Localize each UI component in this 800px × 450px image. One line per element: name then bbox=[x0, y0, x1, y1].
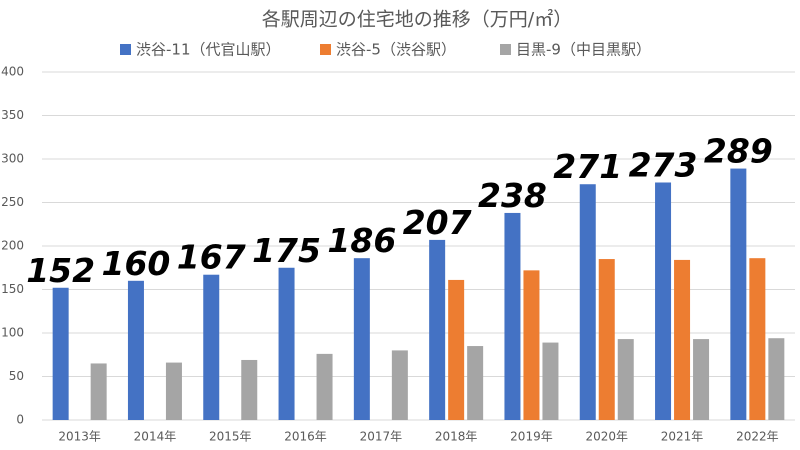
bar bbox=[391, 350, 408, 420]
bar bbox=[127, 280, 144, 420]
y-tick-label: 300 bbox=[1, 152, 24, 166]
data-label: 273 bbox=[629, 145, 698, 184]
bar bbox=[52, 287, 69, 420]
bar bbox=[429, 239, 446, 420]
data-label: 167 bbox=[177, 238, 246, 277]
x-tick-label: 2018年 bbox=[435, 430, 478, 444]
legend-swatch bbox=[120, 44, 131, 55]
x-tick-label: 2013年 bbox=[58, 430, 101, 444]
x-tick-label: 2017年 bbox=[360, 430, 403, 444]
y-tick-label: 100 bbox=[1, 326, 24, 340]
x-tick-label: 2020年 bbox=[585, 430, 628, 444]
data-label: 152 bbox=[26, 251, 95, 290]
bar bbox=[674, 259, 691, 420]
bar bbox=[768, 338, 785, 420]
bar bbox=[749, 258, 766, 420]
bar bbox=[617, 339, 634, 420]
bar bbox=[241, 359, 258, 420]
data-label: 207 bbox=[403, 203, 472, 242]
legend-label: 渋谷-5（渋谷駅） bbox=[336, 41, 456, 59]
y-tick-label: 0 bbox=[16, 413, 24, 427]
x-tick-label: 2019年 bbox=[510, 430, 553, 444]
bar bbox=[316, 353, 333, 420]
bar bbox=[165, 362, 182, 420]
data-label: 289 bbox=[704, 132, 773, 171]
legend-label: 渋谷-11（代官山駅） bbox=[136, 41, 281, 59]
legend-swatch bbox=[500, 44, 511, 55]
y-tick-label: 200 bbox=[1, 239, 24, 253]
bar bbox=[655, 182, 672, 420]
data-label: 160 bbox=[102, 244, 171, 283]
x-tick-label: 2014年 bbox=[134, 430, 177, 444]
x-tick-label: 2015年 bbox=[209, 430, 252, 444]
y-tick-label: 50 bbox=[9, 369, 24, 383]
legend-swatch bbox=[320, 44, 331, 55]
x-tick-label: 2016年 bbox=[284, 430, 327, 444]
data-label: 186 bbox=[327, 221, 396, 260]
y-tick-label: 250 bbox=[1, 195, 24, 209]
bar bbox=[598, 259, 615, 420]
bar bbox=[448, 279, 465, 420]
y-tick-label: 400 bbox=[1, 65, 24, 79]
legend-label: 目黒-9（中目黒駅） bbox=[516, 41, 651, 59]
bar bbox=[467, 346, 484, 420]
bar bbox=[523, 270, 540, 420]
bar bbox=[278, 267, 295, 420]
data-label: 175 bbox=[252, 231, 321, 270]
data-label: 238 bbox=[478, 176, 547, 215]
bar bbox=[693, 339, 710, 420]
x-tick-label: 2021年 bbox=[661, 430, 704, 444]
bar bbox=[353, 258, 370, 420]
bar bbox=[542, 342, 559, 420]
y-tick-label: 350 bbox=[1, 108, 24, 122]
x-tick-label: 2022年 bbox=[736, 430, 779, 444]
chart-title: 各駅周辺の住宅地の推移（万円/㎡） bbox=[262, 8, 572, 31]
bar bbox=[90, 363, 107, 420]
bar bbox=[730, 168, 747, 420]
bar bbox=[579, 184, 596, 420]
bar bbox=[504, 212, 521, 420]
bar bbox=[203, 274, 220, 420]
data-label: 271 bbox=[553, 147, 622, 186]
y-tick-label: 150 bbox=[1, 282, 24, 296]
